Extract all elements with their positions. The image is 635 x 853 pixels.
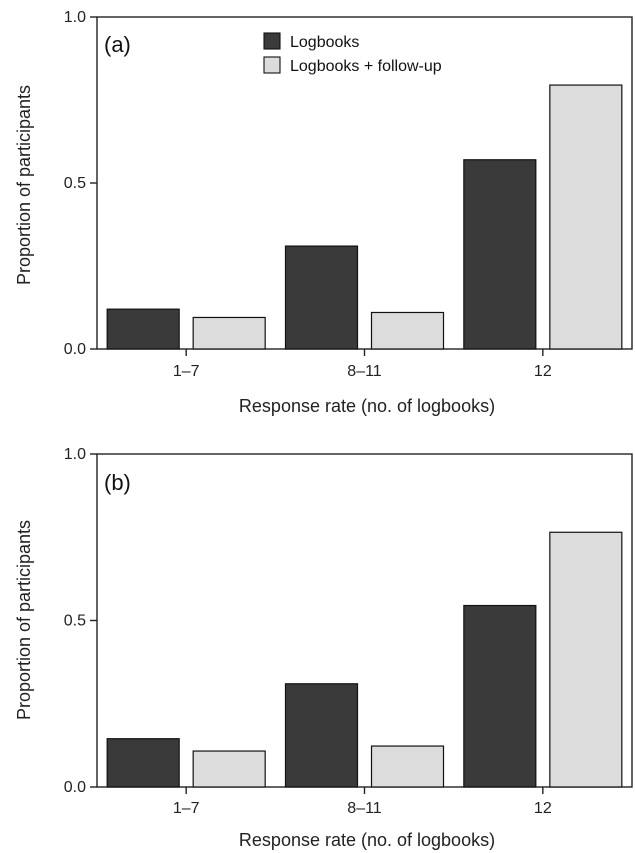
y-tick-label-a-1: 0.5	[64, 175, 86, 192]
panel-label-b: (b)	[104, 470, 131, 495]
x-tick-label-b-1: 8–11	[347, 800, 382, 817]
y-tick-label-a-2: 1.0	[64, 9, 86, 26]
x-axis-title-b: Response rate (no. of logbooks)	[239, 830, 495, 850]
bar-a-s1-c1	[370, 311, 445, 350]
bar-b-s1-c0	[192, 750, 266, 788]
bar-b-s0-c2	[463, 604, 537, 788]
y-tick-label-b-1: 0.5	[64, 613, 86, 630]
bar-a-s0-c1	[284, 245, 359, 350]
bar-a-s0-c0	[106, 308, 180, 350]
x-tick-label-a-1: 8–11	[347, 363, 382, 380]
x-tick-label-b-0: 1–7	[173, 800, 200, 817]
legend-swatch-0	[263, 32, 281, 50]
x-tick-label-b-2: 12	[534, 800, 552, 817]
y-axis-title-a: Proportion of participants	[14, 85, 34, 285]
bar-b-s0-c1	[284, 683, 359, 788]
chart-panel-b: Proportion of participants Response rate…	[14, 446, 633, 850]
bar-a-s0-c2	[463, 159, 537, 350]
legend-label-1: Logbooks + follow-up	[290, 58, 442, 75]
x-tick-label-a-2: 12	[534, 363, 552, 380]
panel-label-a: (a)	[104, 32, 131, 57]
bar-a-s1-c2	[549, 84, 623, 350]
chart-panel-a: Proportion of participants Response rate…	[14, 9, 633, 416]
y-tick-label-b-0: 0.0	[64, 779, 86, 796]
y-tick-label-b-2: 1.0	[64, 446, 86, 463]
x-tick-label-a-0: 1–7	[173, 363, 200, 380]
legend-swatch-1	[263, 56, 281, 74]
y-tick-label-a-0: 0.0	[64, 341, 86, 358]
legend-label-0: Logbooks	[290, 34, 359, 51]
x-axis-title-a: Response rate (no. of logbooks)	[239, 396, 495, 416]
bar-b-s0-c0	[106, 738, 180, 788]
bar-b-s1-c2	[549, 531, 623, 788]
y-axis-title-b: Proportion of participants	[14, 520, 34, 720]
bar-a-s1-c0	[192, 316, 266, 350]
bar-b-s1-c1	[370, 745, 445, 788]
